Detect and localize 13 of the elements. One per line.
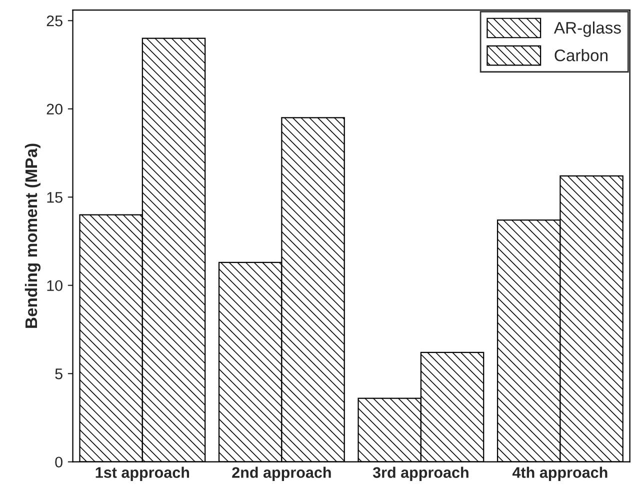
y-tick-label: 25 xyxy=(46,15,62,26)
x-tick-label: 3rd approach xyxy=(372,466,468,481)
x-tick-label: 2nd approach xyxy=(232,466,331,481)
x-tick-label: 1st approach xyxy=(96,466,190,481)
y-tick-label: 10 xyxy=(47,280,62,292)
y-tick-label: 0 xyxy=(55,456,62,468)
y-tick-label: 15 xyxy=(47,192,62,203)
y-tick-label: 5 xyxy=(55,368,62,380)
legend-label: Carbon xyxy=(554,49,608,62)
x-tick-label: 4th approach xyxy=(512,466,608,481)
y-axis-title: Bending moment (MPa) xyxy=(24,144,41,328)
legend-label: AR-glass xyxy=(554,21,621,37)
y-tick-label: 20 xyxy=(46,104,62,115)
